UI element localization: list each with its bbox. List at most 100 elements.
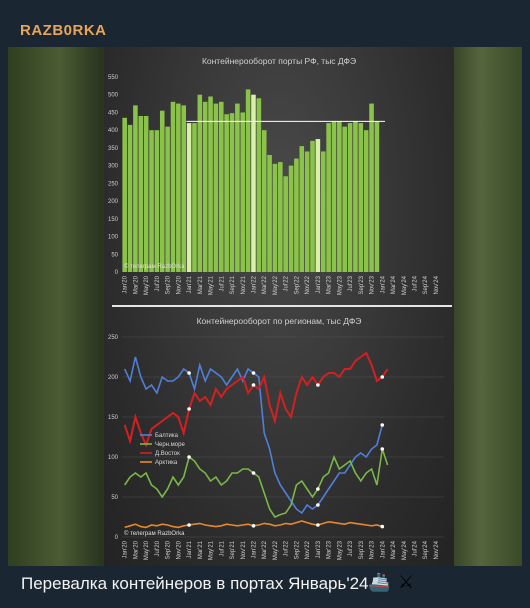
bar (170, 101, 176, 272)
x-tick-label: Jan'20 (123, 275, 129, 293)
x-tick-label: Jul'24 (412, 275, 418, 291)
x-tick-label: Sep'22 (294, 275, 300, 294)
crossed-swords-icon: ⚔ (398, 572, 415, 592)
bar (347, 123, 353, 272)
ship-icon: 🚢 (368, 572, 391, 592)
x-tick-label: Mar'21 (198, 540, 204, 559)
x-tick-label: Nov'22 (305, 275, 311, 294)
bar (294, 158, 299, 272)
y-tick-label: 0 (115, 270, 119, 276)
series-line (124, 448, 389, 519)
bar (127, 124, 133, 272)
x-tick-label: Jul'22 (284, 275, 290, 291)
x-tick-label: Sep'23 (359, 540, 365, 559)
x-tick-label: May'20 (144, 275, 150, 295)
x-tick-label: May'21 (209, 275, 215, 295)
chart2-watermark: © телеграм RazbOrka (124, 530, 185, 537)
x-tick-label: Nov'20 (176, 540, 182, 559)
x-tick-label: Mar'20 (133, 275, 139, 294)
bar (192, 123, 197, 272)
bar (369, 103, 374, 272)
x-tick-label: Mar'22 (262, 275, 268, 294)
bar (229, 113, 235, 272)
chart2-title: Контейнерооборот по регионам, тыс ДФЭ (197, 316, 362, 326)
x-tick-label: Jan'20 (123, 540, 129, 558)
bar (278, 162, 283, 272)
x-tick-label: Mar'22 (262, 540, 268, 559)
x-tick-label: Nov'23 (370, 275, 376, 294)
chart-divider (112, 305, 452, 307)
x-tick-label: Jan'23 (316, 540, 322, 558)
x-tick-label: Sep'24 (423, 275, 429, 294)
bar (256, 98, 262, 272)
bar (272, 163, 278, 272)
bar (315, 139, 321, 272)
x-tick-label: May'22 (273, 275, 279, 295)
x-tick-label: May'23 (337, 540, 343, 560)
marked-point (380, 447, 385, 451)
chart1-watermark: © телеграм RazbOrka (124, 263, 185, 270)
x-tick-label: Sep'21 (230, 540, 236, 559)
bar (363, 130, 369, 272)
y-tick-label: 50 (111, 495, 118, 501)
x-tick-label: Mar'21 (198, 275, 204, 294)
x-tick-label: Jan'22 (251, 275, 257, 293)
bar (288, 165, 294, 272)
x-tick-label: Nov'22 (305, 540, 311, 559)
y-tick-label: 0 (115, 535, 119, 541)
legend-label: Балтика (155, 433, 179, 439)
bar (181, 105, 186, 272)
x-tick-label: Mar'24 (391, 275, 397, 294)
x-tick-label: Nov'21 (241, 540, 247, 559)
bar-chart-ports: Контейнерооборот порты РФ, тыс ДФЭ 0 50 10… (108, 56, 440, 295)
bar (240, 112, 246, 272)
bar (283, 176, 288, 272)
x-tick-label: Mar'20 (133, 540, 139, 559)
y-tick-label: 50 (111, 252, 118, 258)
bar (235, 103, 240, 272)
charts-panel: Контейнерооборот порты РФ, тыс ДФЭ 0 50 10… (104, 47, 454, 566)
y-tick-label: 400 (108, 128, 119, 134)
x-tick-label: Jul'23 (348, 275, 354, 291)
x-tick-label: Nov'24 (434, 540, 440, 559)
bar (176, 103, 181, 272)
channel-name[interactable]: RAZB0RKA (20, 22, 107, 39)
marked-point (187, 371, 191, 375)
y-tick-label: 150 (108, 415, 119, 421)
marked-point (380, 423, 385, 427)
marked-point (316, 487, 320, 491)
bar (353, 121, 358, 273)
x-tick-label: Nov'24 (434, 275, 440, 294)
marked-point (251, 371, 256, 375)
marked-point (187, 455, 191, 459)
x-tick-label: Jan'24 (380, 275, 386, 293)
y-tick-label: 350 (108, 146, 119, 152)
bar (342, 126, 347, 273)
y-tick-label: 500 (108, 93, 119, 99)
marked-point (316, 383, 320, 387)
marked-point (380, 524, 385, 529)
x-tick-label: Sep'23 (359, 275, 365, 294)
x-tick-label: Mar'24 (391, 540, 397, 559)
bar (149, 130, 154, 272)
marked-point (251, 524, 256, 528)
x-tick-label: Jul'20 (155, 275, 161, 291)
post-image[interactable]: Контейнерооборот порты РФ, тыс ДФЭ 0 50 10… (8, 47, 522, 566)
marked-point (316, 503, 320, 507)
x-tick-label: Jan'22 (251, 540, 257, 558)
x-tick-label: Mar'23 (327, 540, 333, 559)
x-tick-label: Jan'23 (316, 275, 322, 293)
bar (320, 151, 326, 272)
legend-label: Черн.море (155, 442, 185, 448)
bar (197, 94, 203, 273)
bar (219, 101, 224, 272)
bar (245, 89, 251, 272)
bar (213, 103, 219, 272)
bar (304, 151, 310, 272)
y-tick-label: 100 (108, 455, 119, 461)
bar (374, 121, 380, 273)
x-tick-label: May'24 (402, 275, 408, 295)
x-tick-label: Sep'20 (166, 540, 172, 559)
bar (310, 140, 315, 272)
marked-point (187, 407, 191, 411)
